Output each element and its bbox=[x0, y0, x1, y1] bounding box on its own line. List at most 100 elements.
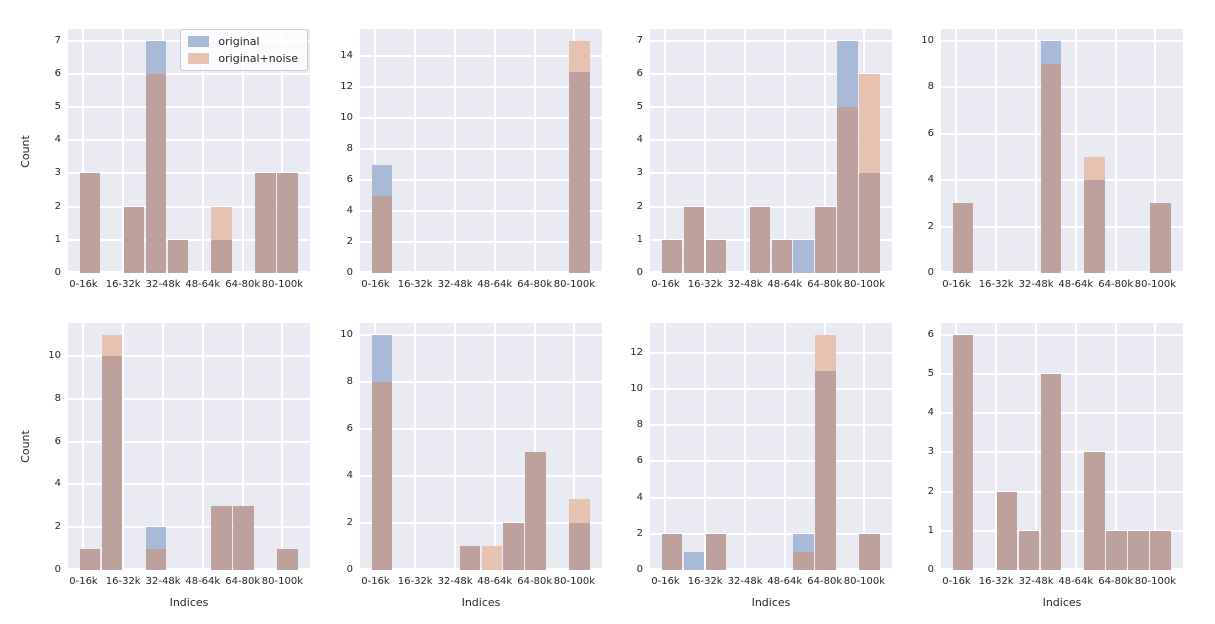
y-tick-label: 2 bbox=[636, 200, 643, 212]
gridline-vertical bbox=[744, 323, 747, 570]
y-tick-label: 4 bbox=[927, 174, 934, 186]
gridline-vertical bbox=[1114, 323, 1117, 570]
y-tick-label: 10 bbox=[340, 328, 353, 340]
x-axis-label: Indices bbox=[461, 596, 501, 609]
bar-segment-overlap bbox=[371, 381, 393, 570]
gridline-horizontal bbox=[360, 210, 602, 213]
x-tick-label: 0-16k bbox=[361, 279, 390, 290]
gridline-horizontal bbox=[650, 205, 892, 208]
bar-segment-overlap bbox=[705, 533, 727, 570]
gridline-vertical bbox=[995, 29, 998, 273]
x-tick-label: 48-64k bbox=[477, 279, 513, 290]
gridline-horizontal bbox=[360, 333, 602, 336]
x-tick-label: 64-80k bbox=[517, 576, 553, 587]
gridline-horizontal bbox=[68, 72, 310, 75]
histogram-bar bbox=[952, 29, 974, 273]
x-tick-label: 64-80k bbox=[517, 279, 553, 290]
y-tick-label: 4 bbox=[346, 469, 353, 481]
x-tick-label: 0-16k bbox=[651, 279, 680, 290]
gridline-vertical bbox=[1154, 29, 1157, 273]
histogram-bar bbox=[661, 29, 683, 273]
legend-swatch-original bbox=[188, 36, 210, 47]
histogram-bar bbox=[705, 29, 727, 273]
bar-segment-overlap bbox=[233, 505, 255, 570]
y-tick-label: 4 bbox=[54, 134, 61, 146]
gridline-horizontal bbox=[360, 148, 602, 151]
bar-segment-noise bbox=[859, 73, 881, 174]
histogram-bar bbox=[859, 29, 881, 273]
x-tick-label: 48-64k bbox=[767, 576, 803, 587]
y-tick-label: 0 bbox=[54, 564, 61, 575]
gridline-vertical bbox=[1074, 323, 1077, 570]
gridline-horizontal bbox=[941, 86, 1183, 89]
bar-segment-overlap bbox=[661, 239, 683, 273]
bar-segment-overlap bbox=[145, 548, 167, 570]
x-tick-label: 16-32k bbox=[105, 576, 141, 587]
bar-segment-overlap bbox=[952, 334, 974, 570]
bar-segment-overlap bbox=[277, 548, 299, 570]
y-tick-label: 6 bbox=[346, 174, 353, 186]
x-tick-label: 80-100k bbox=[843, 279, 886, 290]
x-axis-label: Indices bbox=[751, 596, 791, 609]
histogram-bar bbox=[815, 29, 837, 273]
bar-segment-overlap bbox=[793, 551, 815, 570]
y-tick-label: 2 bbox=[346, 516, 353, 528]
histogram-bar bbox=[167, 29, 189, 273]
y-tick-label: 0 bbox=[636, 267, 643, 278]
histogram-bar bbox=[837, 29, 859, 273]
bar-segment-overlap bbox=[371, 195, 393, 273]
legend-label: original+noise bbox=[218, 52, 298, 65]
gridline-horizontal bbox=[650, 106, 892, 109]
gridline-horizontal bbox=[941, 412, 1183, 415]
gridline-horizontal bbox=[650, 271, 892, 273]
bar-segment-overlap bbox=[1040, 373, 1062, 570]
y-tick-label: 0 bbox=[636, 564, 643, 575]
gridline-horizontal bbox=[650, 460, 892, 463]
bar-segment-overlap bbox=[145, 73, 167, 273]
legend-label: original bbox=[218, 35, 260, 48]
bar-segment-overlap bbox=[1150, 530, 1172, 570]
y-axis-label: Count bbox=[18, 29, 32, 273]
gridline-vertical bbox=[664, 29, 667, 273]
y-tick-label: 8 bbox=[54, 392, 61, 404]
bar-segment-overlap bbox=[211, 505, 233, 570]
bar-segment-overlap bbox=[815, 370, 837, 570]
y-tick-label: 6 bbox=[927, 127, 934, 139]
histogram-bar bbox=[79, 323, 101, 570]
y-tick-label: 6 bbox=[636, 67, 643, 79]
gridline-vertical bbox=[241, 323, 244, 570]
gridline-horizontal bbox=[68, 397, 310, 400]
gridline-horizontal bbox=[68, 172, 310, 175]
gridline-horizontal bbox=[941, 529, 1183, 532]
bar-segment-overlap bbox=[749, 206, 771, 273]
gridline-vertical bbox=[783, 323, 786, 570]
x-tick-label: 16-32k bbox=[397, 279, 433, 290]
bar-segment-overlap bbox=[705, 239, 727, 273]
histogram-bar bbox=[705, 323, 727, 570]
histogram-bar bbox=[815, 323, 837, 570]
histogram-bar bbox=[661, 323, 683, 570]
gridline-horizontal bbox=[650, 72, 892, 75]
gridline-vertical bbox=[281, 323, 284, 570]
gridline-horizontal bbox=[68, 271, 310, 273]
x-tick-label: 32-48k bbox=[1018, 576, 1054, 587]
histogram-bar bbox=[749, 29, 771, 273]
bar-segment-original bbox=[837, 40, 859, 108]
bar-segment-noise bbox=[569, 499, 591, 523]
gridline-vertical bbox=[664, 323, 667, 570]
bar-segment-overlap bbox=[859, 533, 881, 570]
x-tick-label: 64-80k bbox=[225, 279, 261, 290]
x-axis-label: Indices bbox=[169, 596, 209, 609]
x-tick-label: 80-100k bbox=[261, 576, 304, 587]
x-tick-label: 80-100k bbox=[553, 576, 596, 587]
x-tick-label: 80-100k bbox=[553, 279, 596, 290]
histogram-bar bbox=[277, 323, 299, 570]
gridline-horizontal bbox=[650, 568, 892, 570]
histogram-bar bbox=[1106, 323, 1128, 570]
bar-segment-overlap bbox=[952, 203, 974, 273]
y-axis-label: Count bbox=[18, 323, 32, 570]
gridline-horizontal bbox=[68, 106, 310, 109]
gridline-horizontal bbox=[650, 388, 892, 391]
x-tick-label: 48-64k bbox=[767, 279, 803, 290]
